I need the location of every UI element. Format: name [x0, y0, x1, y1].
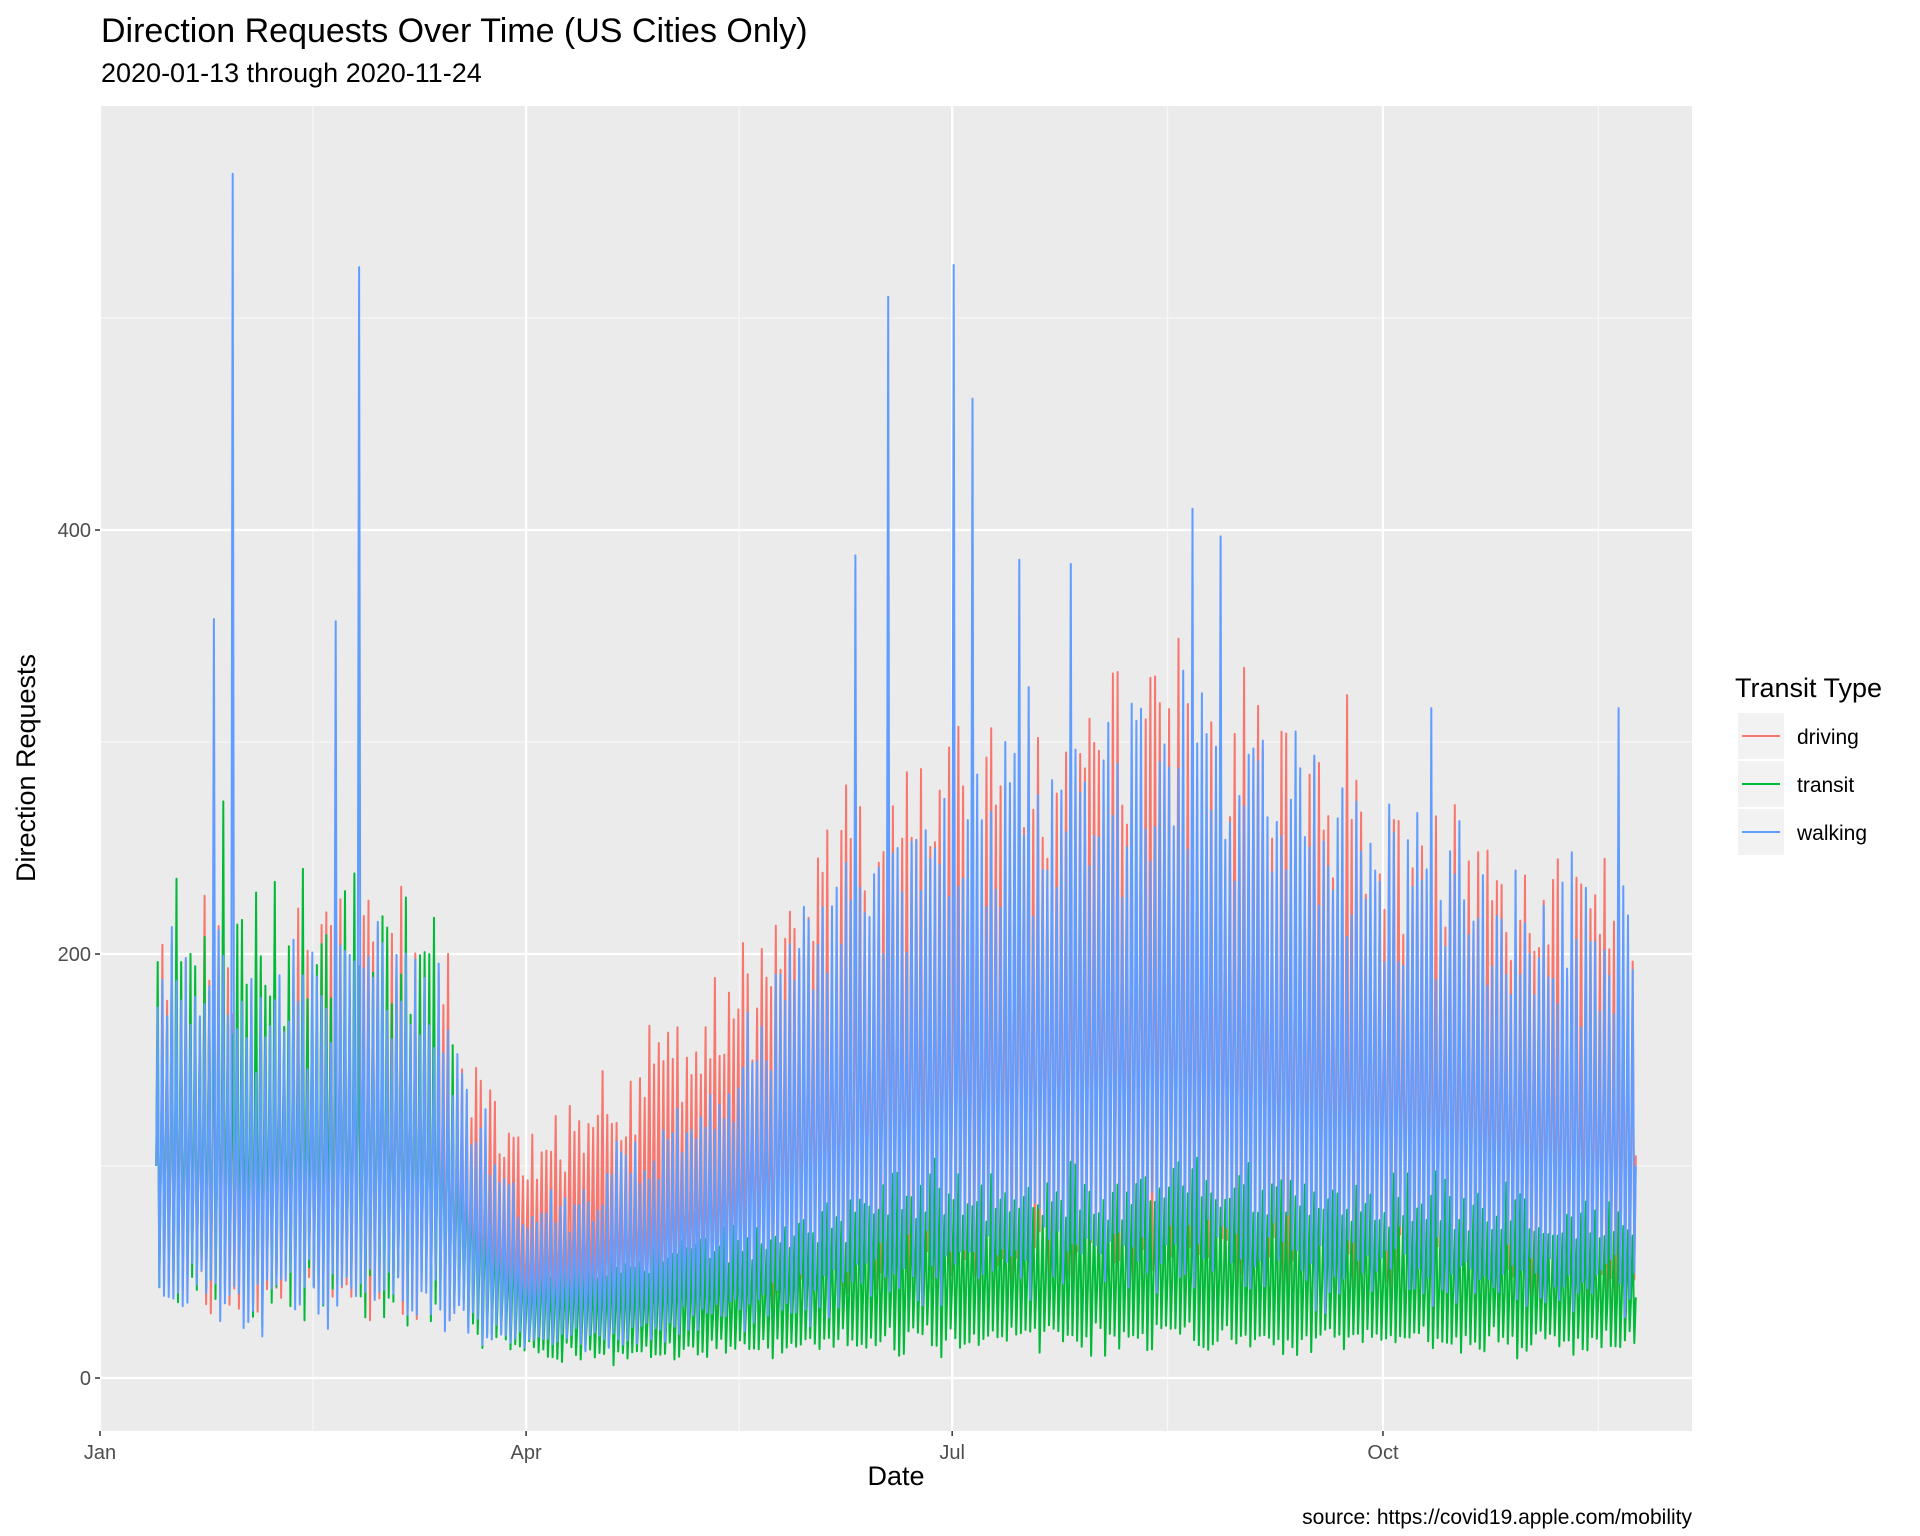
legend-label-walking: walking [1796, 822, 1867, 845]
legend-label-driving: driving [1797, 726, 1859, 749]
legend-label-transit: transit [1797, 774, 1854, 797]
chart-title: Direction Requests Over Time (US Cities … [101, 12, 808, 50]
y-tick-label: 400 [58, 520, 91, 542]
series-layer [155, 172, 1637, 1367]
y-tick-label: 200 [58, 944, 91, 966]
x-axis-title: Date [867, 1461, 924, 1491]
chart-subtitle: 2020-01-13 through 2020-11-24 [101, 58, 482, 88]
y-tick-label: 0 [80, 1368, 91, 1390]
x-tick-label: Jul [939, 1442, 965, 1464]
series-line-walking [155, 172, 1637, 1353]
y-axis: 0 200 400 [58, 520, 100, 1390]
legend-title: Transit Type [1735, 673, 1882, 703]
legend: Transit Type driving transit walking [1735, 673, 1882, 855]
y-axis-title: Direction Requests [11, 654, 41, 882]
x-tick-label: Oct [1367, 1442, 1399, 1464]
chart-caption: source: https://covid19.apple.com/mobili… [1302, 1506, 1692, 1529]
x-tick-label: Apr [511, 1442, 542, 1464]
x-tick-label: Jan [84, 1442, 116, 1464]
x-axis: Jan Apr Jul Oct [84, 1431, 1399, 1464]
